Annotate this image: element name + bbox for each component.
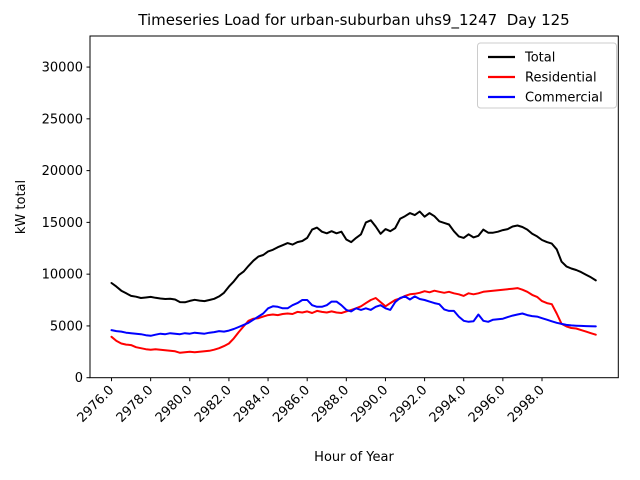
axes-frame [89,35,619,379]
y-tick-label: 0 [75,371,83,386]
x-tick-label: 2988.0 [309,383,352,426]
chart-title: Timeseries Load for urban-suburban uhs9_… [137,11,569,30]
legend-label-residential: Residential [525,71,597,86]
x-tick-label: 2984.0 [231,383,274,426]
y-tick-label: 5000 [50,319,83,334]
legend-label-commercial: Commercial [525,91,603,106]
legend: Total Residential Commercial [477,42,617,109]
y-tick-label: 10000 [42,268,83,283]
x-axis-label: Hour of Year [314,450,394,465]
series-lines [110,210,597,354]
legend-frame [477,42,617,109]
x-tick-label: 2990.0 [349,383,392,426]
x-tick-label: 2998.0 [505,383,548,426]
series-line-total [110,210,597,304]
x-tick-label: 2982.0 [192,383,235,426]
legend-label-total: Total [524,51,555,66]
series-line-commercial [110,295,597,337]
y-tick-label: 15000 [42,216,83,231]
x-tick-label: 2980.0 [153,383,196,426]
y-axis-label: kW total [14,180,29,234]
x-tick-label: 2976.0 [75,383,118,426]
x-tick-label: 2986.0 [270,383,313,426]
y-tick-label: 25000 [42,112,83,127]
y-tick-label: 30000 [42,61,83,76]
y-tick-label: 20000 [42,164,83,179]
x-tick-label: 2994.0 [427,383,470,426]
x-tick-label: 2996.0 [466,383,509,426]
x-tick-label: 2978.0 [114,383,157,426]
series-line-residential [110,287,597,354]
x-tick-label: 2992.0 [388,383,431,426]
